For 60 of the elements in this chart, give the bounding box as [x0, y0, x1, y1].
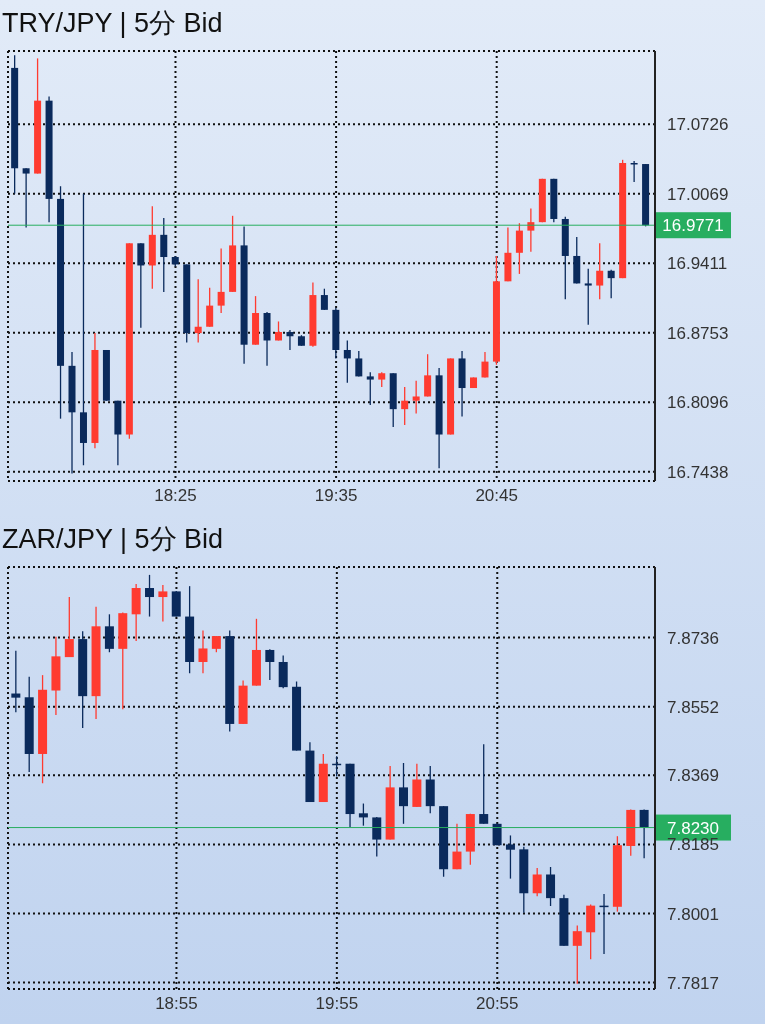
y-tick-label: 7.8736: [667, 628, 719, 648]
candlestick: [194, 278, 202, 344]
candlestick: [64, 596, 74, 658]
candlestick: [481, 351, 489, 379]
y-tick-label: 16.7438: [667, 462, 729, 482]
ref-line-label: 16.9771: [662, 216, 724, 236]
candlestick: [584, 267, 592, 326]
ref-line-label: 7.8230: [667, 818, 719, 838]
y-tick-label: 16.9411: [667, 254, 728, 274]
candlestick: [532, 867, 542, 897]
candlestick: [479, 743, 489, 825]
chart-title: ZAR/JPY | 5分 Bid: [1, 523, 225, 556]
candlestick: [412, 379, 420, 415]
candlestick: [372, 816, 382, 858]
candlestick: [515, 222, 523, 275]
y-tick-label: 7.8369: [667, 766, 719, 786]
candlestick: [401, 386, 409, 426]
y-tick-label: 16.8753: [667, 323, 729, 343]
y-tick-label: 7.8552: [667, 697, 719, 717]
y-tick-label: 16.8096: [667, 393, 729, 413]
candlestick: [206, 287, 214, 328]
candlestick: [137, 242, 145, 329]
candlestick: [320, 288, 328, 311]
candlestick: [343, 339, 351, 384]
candlestick: [572, 924, 582, 985]
x-tick-label: 20:45: [475, 486, 518, 506]
candlestick: [79, 192, 87, 466]
candlestick: [505, 834, 515, 880]
candlestick: [355, 350, 363, 378]
candlestick: [424, 353, 432, 398]
candlestick: [596, 242, 604, 300]
candlestick: [366, 371, 374, 406]
x-tick-label: 18:25: [154, 486, 197, 506]
candlestick: [399, 762, 408, 825]
y-tick-label: 17.0069: [667, 184, 729, 204]
candlestick: [639, 808, 649, 859]
chart-title: TRY/JPY | 5分 Bid: [1, 7, 224, 40]
x-tick-label: 19:55: [315, 994, 359, 1014]
candlestick: [104, 613, 114, 653]
candlestick: [546, 866, 556, 907]
candlestick: [607, 269, 615, 299]
candlestick: [286, 329, 294, 351]
candlestick: [11, 650, 21, 713]
candlestick: [22, 167, 30, 229]
x-tick-label: 19:35: [314, 486, 358, 506]
candlestick: [158, 584, 168, 623]
y-tick-label: 17.0726: [667, 115, 729, 135]
y-tick-label: 7.8185: [667, 835, 719, 855]
candlestick: [358, 802, 368, 827]
x-tick-label: 20:55: [475, 994, 519, 1014]
x-tick-label: 18:55: [155, 994, 198, 1014]
candlestick: [217, 247, 225, 314]
y-tick-label: 7.7817: [667, 973, 719, 993]
candlestick: [527, 207, 535, 253]
candlestick: [198, 629, 208, 674]
candlestick: [145, 574, 155, 618]
candlestick: [160, 217, 168, 293]
candlestick: [452, 823, 462, 870]
candlestick: [265, 648, 275, 681]
y-tick-label: 7.8001: [667, 904, 719, 924]
